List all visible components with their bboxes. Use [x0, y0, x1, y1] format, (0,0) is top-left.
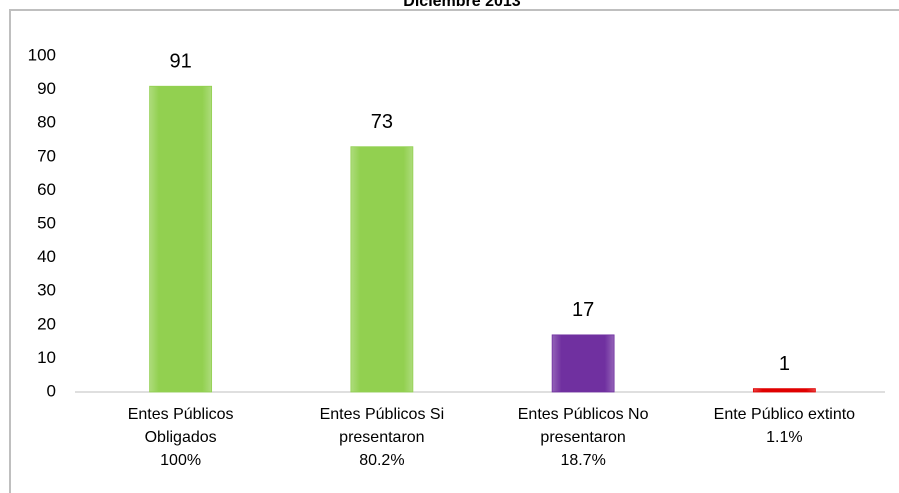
x-tick-label: Entes Públicos	[128, 406, 234, 423]
bar	[149, 85, 213, 393]
x-tick-label: 100%	[160, 452, 201, 469]
x-tick-label: presentaron	[339, 429, 424, 446]
value-label: 17	[572, 299, 594, 321]
bar	[752, 388, 816, 393]
y-tick-label: 100	[28, 45, 56, 64]
y-tick-label: 20	[37, 314, 56, 333]
x-tick-label: Obligados	[145, 429, 217, 446]
x-tick-label: 80.2%	[359, 452, 404, 469]
x-tick-label: Entes Públicos No	[518, 406, 649, 423]
chart-title: Diciembre 2013	[403, 0, 521, 10]
y-tick-label: 40	[37, 247, 56, 266]
x-tick-label: Entes Públicos Si	[320, 406, 445, 423]
x-tick-label: 1.1%	[766, 429, 802, 446]
y-tick-label: 0	[47, 381, 56, 400]
bar	[350, 146, 414, 393]
value-label: 1	[779, 353, 790, 375]
chart-frame	[9, 9, 899, 493]
value-label: 73	[371, 111, 393, 133]
x-tick-label: presentaron	[540, 429, 625, 446]
y-tick-label: 30	[37, 281, 56, 300]
y-tick-label: 80	[37, 113, 56, 132]
value-label: 91	[170, 51, 192, 73]
x-tick-label: 18.7%	[560, 452, 605, 469]
y-tick-label: 50	[37, 213, 56, 232]
y-tick-label: 70	[37, 146, 56, 165]
x-tick-label: Ente Público extinto	[714, 406, 856, 423]
y-tick-label: 10	[37, 348, 56, 367]
y-tick-label: 90	[37, 79, 56, 98]
y-tick-label: 60	[37, 180, 56, 199]
bar	[551, 334, 615, 393]
